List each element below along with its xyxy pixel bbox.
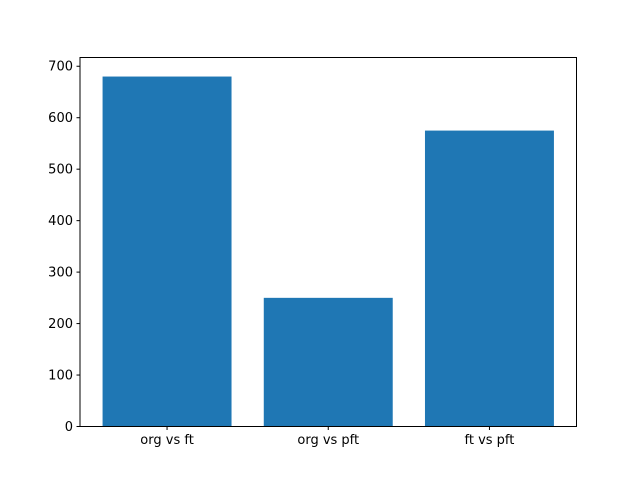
y-tick-label: 500 [48,163,73,178]
bar-org-vs-ft [102,76,232,427]
bar-ft-vs-pft [424,130,554,427]
y-tick-label: 0 [65,420,73,435]
bar-org-vs-pft [263,297,393,427]
y-tick-label: 700 [48,60,73,75]
x-tick-label: org vs pft [297,433,359,448]
x-tick-label: ft vs pft [465,433,515,448]
y-tick-label: 100 [48,369,73,384]
x-tick-label: org vs ft [140,433,194,448]
y-tick-label: 200 [48,317,73,332]
y-tick-label: 400 [48,214,73,229]
y-tick-label: 600 [48,111,73,126]
y-tick-label: 300 [48,266,73,281]
